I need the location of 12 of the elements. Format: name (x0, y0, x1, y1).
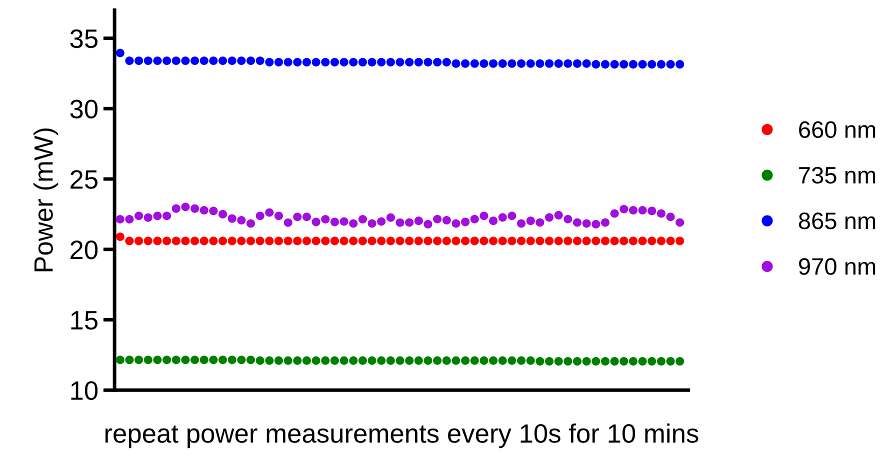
y-axis-title: Power (mW) (34, 128, 58, 272)
y-tick-label: 15 (71, 311, 98, 330)
x-axis-title: repeat power measurements every 10s for 10 mins (105, 423, 698, 448)
y-tick-label: 20 (70, 240, 98, 260)
y-tick-label: 25 (70, 170, 98, 189)
y-tick-label: 30 (70, 100, 98, 118)
y-tick-label: 35 (70, 29, 98, 48)
y-tick-label: 10 (71, 381, 98, 400)
legend-label: 735 nm (799, 166, 876, 184)
legend-label: 865 nm (798, 212, 876, 230)
legend-label: 970 nm (799, 258, 876, 275)
legend-label: 660 nm (799, 121, 876, 138)
